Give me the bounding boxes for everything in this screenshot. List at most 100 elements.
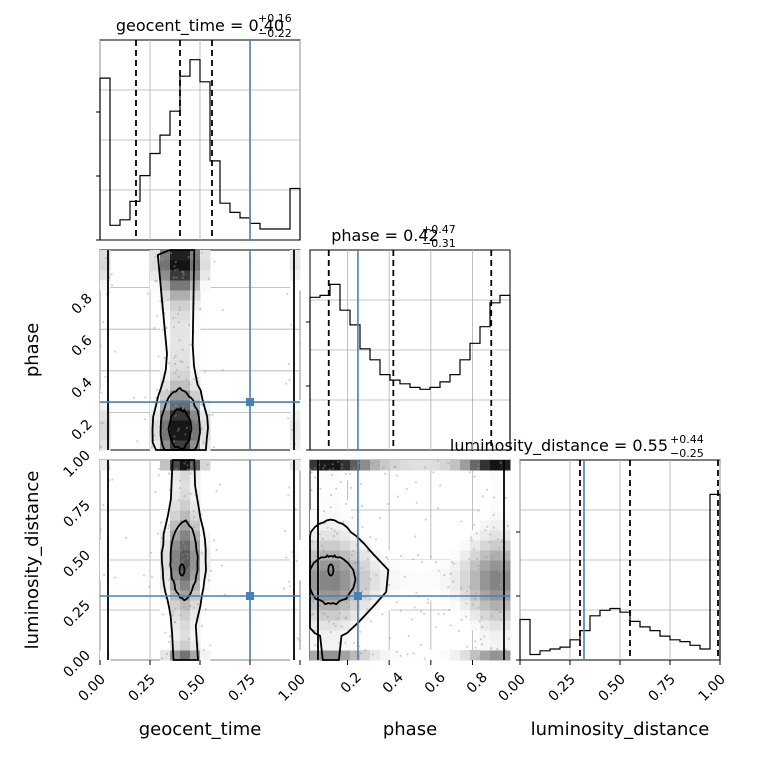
- sample-point: [340, 573, 344, 576]
- y-tick-luminosity_distance: 1.00: [60, 447, 93, 480]
- sample-point: [160, 259, 163, 262]
- density-cell: [190, 410, 201, 421]
- sample-point: [174, 354, 177, 357]
- density-cell: [160, 280, 171, 291]
- density-cell: [180, 300, 191, 311]
- hist-step: [99, 59, 301, 240]
- chart-marks: [96, 40, 721, 665]
- sample-point: [181, 270, 184, 273]
- density-cell: [180, 620, 191, 631]
- density-cell: [180, 550, 191, 561]
- sample-point: [474, 592, 478, 595]
- sample-point: [99, 446, 102, 449]
- sample-point: [188, 468, 192, 471]
- density-cell: [440, 460, 451, 471]
- contour-level-3: [160, 459, 207, 661]
- density-cell: [180, 420, 191, 431]
- density-cell: [170, 600, 181, 611]
- density-cell: [440, 650, 451, 661]
- sample-point: [384, 472, 387, 475]
- sample-point: [156, 388, 159, 392]
- sample-point: [99, 529, 102, 532]
- sample-point: [215, 549, 218, 552]
- density-cell: [180, 410, 191, 421]
- sample-point: [165, 388, 168, 392]
- sample-point: [338, 612, 342, 615]
- sample-point: [493, 496, 496, 499]
- sample-point: [498, 657, 501, 661]
- density-cell: [450, 600, 461, 611]
- density-cell: [490, 460, 501, 471]
- sample-point: [190, 434, 194, 438]
- x-tick-geocent_time: 0.00: [75, 672, 108, 705]
- density-cell: [180, 570, 191, 581]
- sample-point: [477, 509, 480, 512]
- density-cell: [170, 430, 181, 441]
- sample-point: [381, 613, 384, 616]
- density-cell: [190, 260, 201, 271]
- x-ticklabels-phase: 0.2 0.4 0.6 0.8: [338, 669, 491, 696]
- sample-point: [348, 579, 351, 583]
- density-cell: [180, 510, 191, 521]
- sample-point: [161, 429, 164, 433]
- density-cell: [150, 410, 161, 421]
- sample-point: [366, 558, 369, 561]
- density-cell: [100, 550, 111, 561]
- sample-point: [192, 515, 196, 519]
- sample-point: [179, 614, 182, 617]
- density-cell: [100, 280, 111, 291]
- density-cell: [340, 500, 351, 511]
- density-cell: [180, 630, 191, 641]
- sample-point: [484, 529, 487, 532]
- sample-point: [506, 525, 509, 528]
- density-cell: [190, 340, 201, 351]
- sample-point: [186, 568, 189, 572]
- sample-point: [478, 567, 482, 571]
- density-cell: [180, 350, 191, 361]
- density-cell: [370, 610, 381, 621]
- sample-point: [182, 541, 185, 544]
- sample-point: [471, 603, 474, 606]
- density-cell: [440, 570, 451, 581]
- density-cell: [180, 330, 191, 341]
- sample-point: [113, 576, 117, 579]
- density-cell: [350, 460, 361, 471]
- density-cell: [160, 650, 171, 661]
- density-cell: [340, 530, 351, 541]
- density-cell: [470, 560, 481, 571]
- density-cell: [490, 530, 501, 541]
- density-cell: [180, 270, 191, 281]
- density-cell: [360, 530, 371, 541]
- sample-point: [480, 643, 484, 646]
- sample-point: [407, 634, 410, 637]
- sample-point: [339, 481, 342, 484]
- density-cell: [500, 470, 511, 481]
- hist-phase: [306, 250, 511, 451]
- density-cell: [450, 650, 461, 661]
- sample-point: [415, 501, 418, 504]
- sample-point: [200, 403, 203, 406]
- sample-point: [344, 617, 347, 620]
- density-cell: [410, 560, 421, 571]
- density-cell: [160, 340, 171, 351]
- sample-point: [161, 257, 164, 260]
- density-cell: [310, 550, 321, 561]
- density-cell: [500, 640, 511, 651]
- density-cell: [330, 520, 341, 531]
- sample-point: [344, 472, 347, 475]
- density-cell: [200, 420, 211, 431]
- density-cell: [490, 580, 501, 591]
- sample-point: [504, 648, 508, 651]
- sample-point: [188, 383, 191, 386]
- sample-point: [443, 612, 446, 615]
- sample-point: [187, 510, 190, 514]
- sample-point: [182, 558, 185, 561]
- sample-point: [481, 625, 484, 629]
- density-cell: [350, 580, 361, 591]
- sample-point: [333, 560, 336, 563]
- density-cell: [480, 630, 491, 641]
- sample-point: [399, 609, 403, 612]
- sample-point: [194, 421, 197, 424]
- density-cell: [100, 540, 111, 551]
- density-cell: [190, 360, 201, 371]
